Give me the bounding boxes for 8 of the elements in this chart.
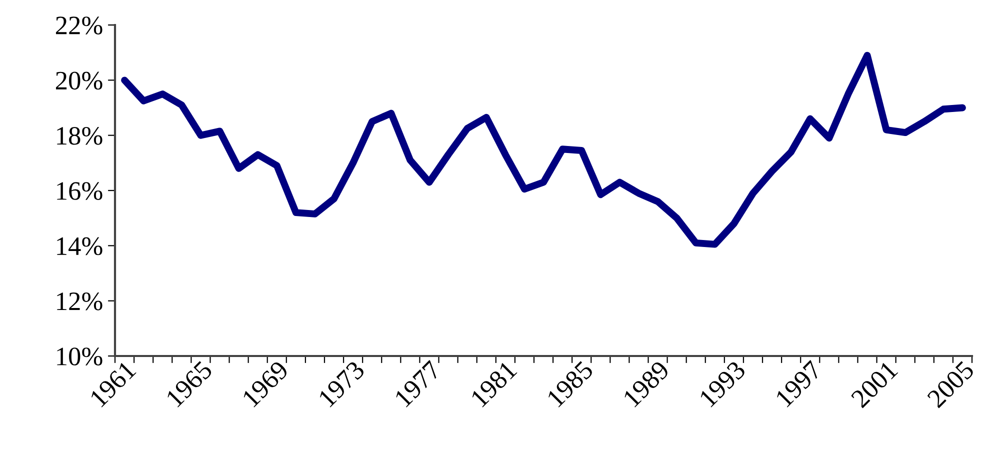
y-tick-label: 20% (56, 72, 102, 90)
y-tick-label: 18% (57, 126, 102, 145)
x-tick-label: 1981 (470, 360, 518, 408)
y-tick-label: 10% (57, 348, 102, 366)
y-tick-label: 12% (57, 292, 102, 310)
y-tick-label: 22% (56, 16, 102, 34)
y-tick-label: 14% (57, 237, 102, 256)
y-tick-label: 16% (57, 182, 102, 200)
